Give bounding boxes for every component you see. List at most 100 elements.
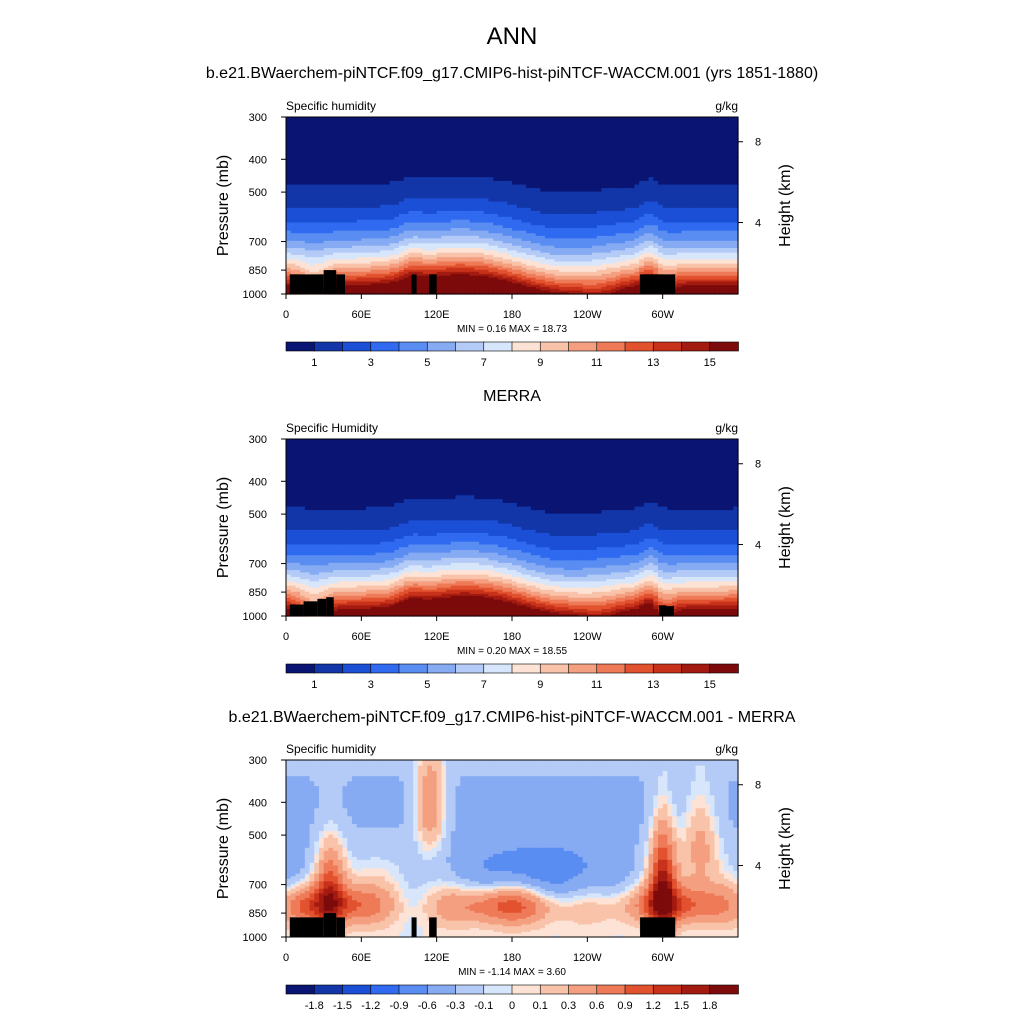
field-cell xyxy=(328,228,334,232)
field-cell xyxy=(389,173,395,178)
field-cell xyxy=(672,173,678,178)
field-cell xyxy=(474,169,480,174)
field-cell xyxy=(347,133,353,139)
field-cell xyxy=(384,204,391,209)
field-cell xyxy=(573,198,579,203)
field-cell xyxy=(676,240,683,244)
field-cell xyxy=(653,210,659,215)
field-cell xyxy=(535,238,541,242)
field-cell xyxy=(733,133,739,139)
field-cell xyxy=(733,138,739,144)
field-cell xyxy=(629,117,636,124)
field-cell xyxy=(540,173,546,178)
field-cell xyxy=(384,198,391,203)
field-cell xyxy=(389,245,395,249)
field-cell xyxy=(733,152,739,158)
field-cell xyxy=(563,180,570,186)
field-cell xyxy=(657,210,664,215)
field-cell xyxy=(639,122,645,129)
field-cell xyxy=(380,117,386,124)
field-cell xyxy=(474,143,480,149)
field-cell xyxy=(610,122,617,129)
field-cell xyxy=(295,143,301,149)
field-cell xyxy=(714,243,720,247)
field-cell xyxy=(559,161,565,166)
field-cell xyxy=(295,219,301,224)
field-cell xyxy=(653,117,659,124)
field-cell xyxy=(408,173,414,178)
field-cell xyxy=(728,188,734,193)
field-cell xyxy=(587,216,593,221)
field-cell xyxy=(629,235,636,239)
field-cell xyxy=(667,245,673,249)
field-cell xyxy=(639,235,645,239)
field-cell xyxy=(601,173,607,178)
field-cell xyxy=(516,235,523,239)
field-cell xyxy=(366,210,372,215)
field-cell xyxy=(370,128,377,134)
field-cell xyxy=(526,198,532,203)
field-cell xyxy=(389,222,395,226)
field-cell xyxy=(460,222,466,226)
field-cell xyxy=(625,138,631,144)
field-cell xyxy=(417,248,424,251)
field-cell xyxy=(290,128,297,134)
field-cell xyxy=(601,161,607,166)
field-cell xyxy=(568,230,574,234)
field-cell xyxy=(676,230,683,234)
field-cell xyxy=(399,156,405,162)
field-cell xyxy=(474,184,480,189)
field-cell xyxy=(347,177,353,182)
field-cell xyxy=(540,195,546,199)
field-cell xyxy=(300,243,306,247)
field-cell xyxy=(615,245,621,249)
field-cell xyxy=(577,222,584,226)
field-cell xyxy=(493,180,499,186)
field-cell xyxy=(446,235,452,239)
field-cell xyxy=(366,169,372,174)
field-cell xyxy=(530,133,537,139)
field-cell xyxy=(427,233,433,237)
field-cell xyxy=(592,207,598,212)
field-cell xyxy=(469,222,475,226)
field-cell xyxy=(455,161,461,166)
field-cell xyxy=(356,177,362,182)
field-cell xyxy=(394,228,400,232)
field-cell xyxy=(639,198,645,203)
field-cell xyxy=(422,161,428,166)
field-cell xyxy=(507,201,513,206)
field-cell xyxy=(356,188,362,193)
field-cell xyxy=(592,235,598,239)
field-cell xyxy=(705,147,711,153)
field-cell xyxy=(488,228,494,232)
field-cell xyxy=(347,195,353,199)
field-cell xyxy=(408,122,414,129)
panel3-title: b.e21.BWaerchem-piNTCF.f09_g17.CMIP6-his… xyxy=(229,709,796,726)
field-cell xyxy=(625,169,631,174)
field-cell xyxy=(399,248,405,251)
field-cell xyxy=(620,173,626,178)
field-cell xyxy=(695,169,701,174)
field-cell xyxy=(497,117,504,124)
field-cell xyxy=(380,138,386,144)
field-cell xyxy=(667,117,673,124)
field-cell xyxy=(361,216,367,221)
field-cell xyxy=(615,222,621,226)
field-cell xyxy=(540,238,546,242)
field-cell xyxy=(540,156,546,162)
field-cell xyxy=(361,143,367,149)
field-cell xyxy=(672,245,678,249)
field-cell xyxy=(328,248,334,251)
field-cell xyxy=(375,216,381,221)
field-cell xyxy=(450,213,457,218)
field-cell xyxy=(474,243,480,247)
field-cell xyxy=(375,225,381,229)
field-cell xyxy=(596,248,603,251)
field-cell xyxy=(431,188,438,193)
field-cell xyxy=(714,147,720,153)
field-cell xyxy=(653,207,659,212)
field-cell xyxy=(455,240,461,244)
field-cell xyxy=(700,184,706,189)
field-cell xyxy=(286,238,292,242)
field-cell xyxy=(408,138,414,144)
